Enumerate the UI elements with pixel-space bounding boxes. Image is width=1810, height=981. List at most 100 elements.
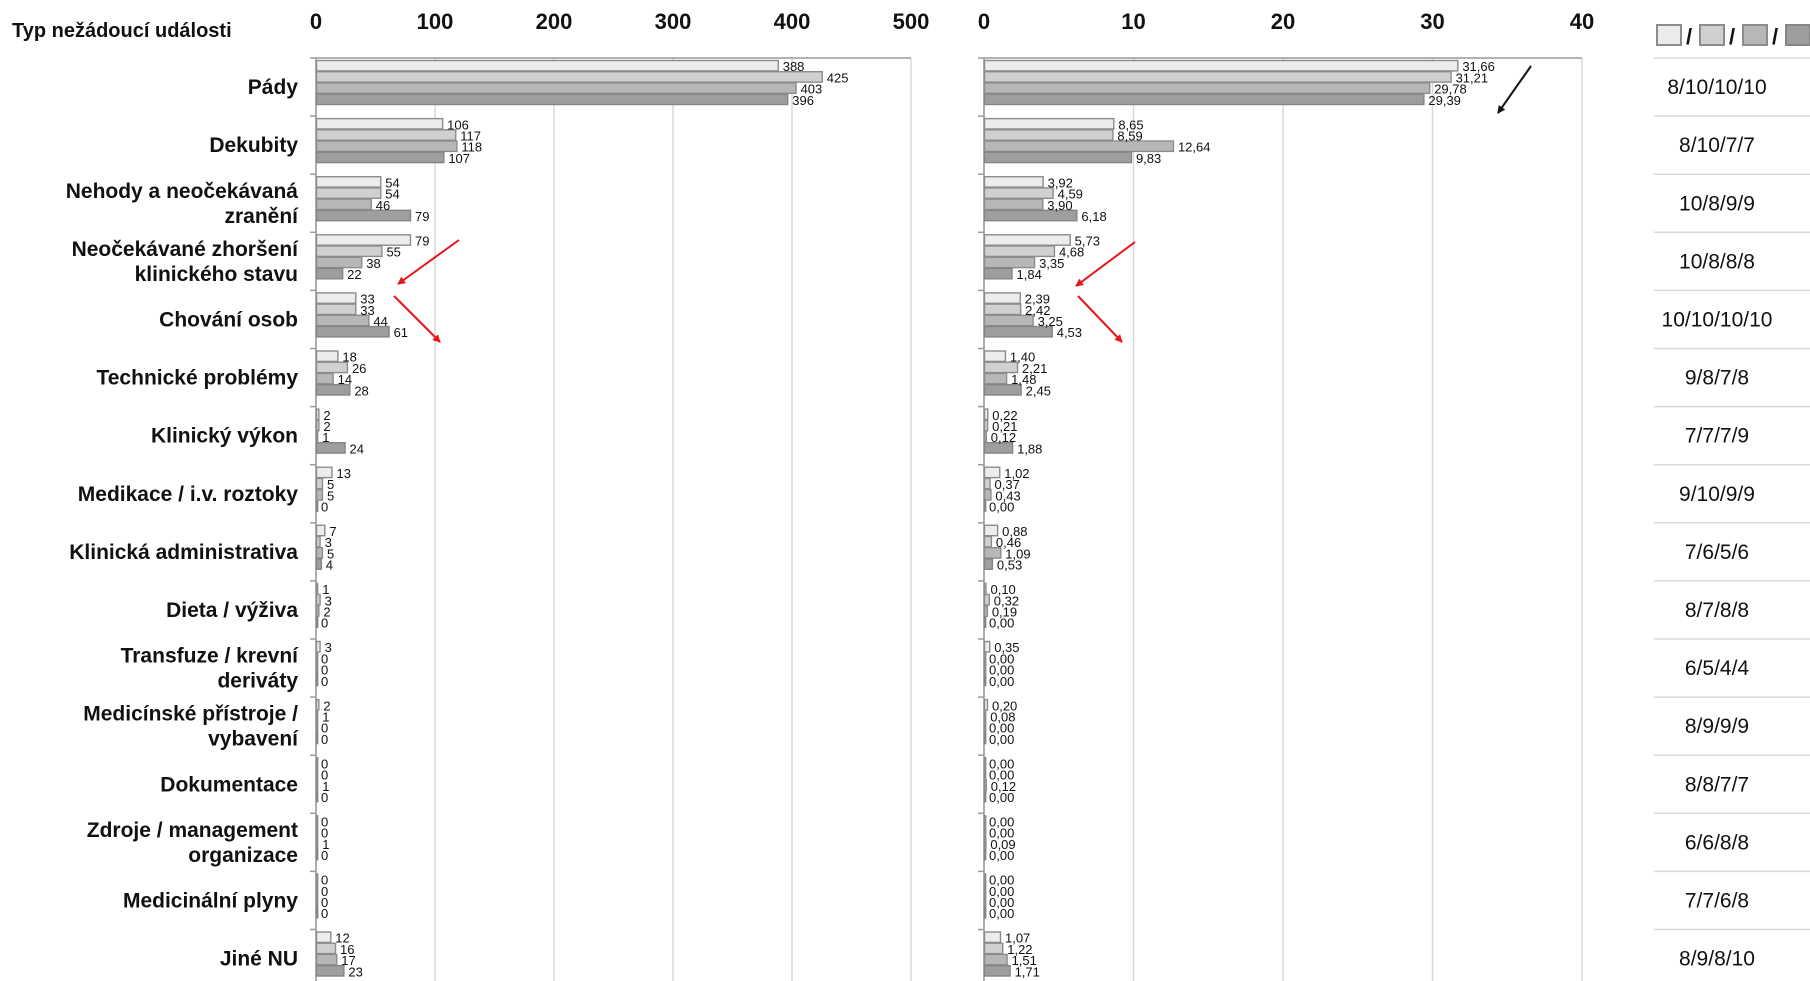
bar-series-2 <box>315 593 321 606</box>
data-label: 0 <box>321 884 328 899</box>
category-label: Medicinální plyny <box>123 889 298 912</box>
bar-series-1 <box>315 931 332 944</box>
bar-series-3 <box>315 895 319 908</box>
bar-series-1 <box>315 640 321 653</box>
bar-series-2 <box>315 419 320 432</box>
data-label: 1 <box>322 779 329 794</box>
legend-swatch-3 <box>1742 24 1768 46</box>
data-label: 5 <box>327 488 334 503</box>
bar-series-3 <box>983 372 1008 385</box>
count-cell: 6/6/8/8 <box>1685 831 1749 854</box>
bar-series-4 <box>983 674 987 687</box>
bar-series-4 <box>315 442 346 454</box>
data-label: 5 <box>327 477 334 492</box>
data-label: 54 <box>385 175 399 190</box>
bar-series-2 <box>315 710 319 722</box>
count-cell: 9/8/7/8 <box>1685 367 1749 390</box>
bar-series-3 <box>983 488 992 501</box>
data-label: 1,48 <box>1011 372 1036 387</box>
data-label: 0,00 <box>989 651 1014 666</box>
data-label: 29,78 <box>1434 82 1467 97</box>
bar-series-1 <box>315 59 779 72</box>
bar-series-2 <box>983 884 987 897</box>
data-label: 2,21 <box>1022 361 1047 376</box>
data-label: 0 <box>321 651 328 666</box>
bar-series-3 <box>315 372 334 385</box>
count-cell: 6/5/4/4 <box>1685 657 1750 680</box>
data-label: 22 <box>347 267 361 282</box>
bar-series-2 <box>983 419 989 432</box>
bar-series-3 <box>315 837 319 850</box>
x-tick-label: 20 <box>1271 9 1295 34</box>
data-label: 14 <box>338 372 352 387</box>
data-label: 1,07 <box>1005 931 1030 946</box>
data-label: 0,43 <box>995 488 1020 503</box>
data-label: 403 <box>801 82 823 97</box>
category-label: Dokumentace <box>160 773 298 796</box>
category-label: klinického stavu <box>135 263 298 286</box>
data-label: 0,00 <box>989 884 1014 899</box>
bar-series-3 <box>983 198 1044 211</box>
category-label: Dekubity <box>209 134 298 157</box>
bar-series-3 <box>315 256 363 269</box>
bar-series-1 <box>983 582 987 595</box>
data-label: 0 <box>321 721 328 736</box>
category-label: Klinický výkon <box>151 425 298 448</box>
data-label: 0,00 <box>989 732 1014 747</box>
count-cell: 9/10/9/9 <box>1679 483 1755 506</box>
bar-series-1 <box>983 175 1044 188</box>
annotation-arrows <box>393 65 1532 343</box>
x-tick-label: 200 <box>536 9 573 34</box>
bar-series-1 <box>983 640 991 653</box>
category-label: Neočekávané zhoršení <box>72 238 300 261</box>
x-tick-label: 40 <box>1570 9 1594 34</box>
legend-separator: / <box>1772 24 1778 49</box>
bar-series-2 <box>983 652 987 664</box>
data-label: 0 <box>321 616 328 631</box>
data-label: 54 <box>385 187 399 202</box>
data-label: 0,00 <box>989 674 1014 689</box>
data-label: 1,02 <box>1004 466 1029 481</box>
count-cell: 8/9/9/9 <box>1685 715 1749 738</box>
data-label: 0,19 <box>992 605 1017 620</box>
bar-series-2 <box>315 826 319 839</box>
bar-series-2 <box>983 187 1054 199</box>
bar-series-4 <box>315 383 351 396</box>
data-label: 4 <box>326 558 333 573</box>
bars <box>315 59 1459 977</box>
bar-series-2 <box>983 303 1022 316</box>
bar-series-4 <box>983 790 987 803</box>
x-tick-label: 500 <box>893 9 930 34</box>
count-cell: 7/7/6/8 <box>1685 889 1749 912</box>
legend-separator: / <box>1686 24 1692 49</box>
data-label: 4,59 <box>1058 187 1083 202</box>
category-label: Chování osob <box>159 308 298 331</box>
bar-series-3 <box>983 663 987 676</box>
x-tick-label: 0 <box>978 9 990 34</box>
data-label: 55 <box>386 245 400 260</box>
bar-series-1 <box>315 524 326 537</box>
data-label: 0 <box>321 732 328 747</box>
data-label: 0,53 <box>997 558 1022 573</box>
data-label: 3 <box>325 640 332 655</box>
bar-series-3 <box>983 430 987 443</box>
bar-series-3 <box>315 953 338 966</box>
bar-series-2 <box>983 768 987 781</box>
data-label: 13 <box>336 466 350 481</box>
bar-series-1 <box>315 815 319 827</box>
bar-series-4 <box>315 325 390 338</box>
data-label: 0 <box>321 756 328 771</box>
data-label: 2 <box>323 419 330 434</box>
category-label: Nehody a neočekávaná <box>66 180 299 203</box>
bar-series-4 <box>315 93 789 106</box>
bar-series-3 <box>315 721 319 734</box>
category-label: Jiné NU <box>220 948 298 971</box>
bar-series-2 <box>983 710 987 722</box>
category-label: vybavení <box>208 728 299 751</box>
data-label: 9,83 <box>1136 151 1161 166</box>
bar-series-4 <box>983 325 1053 338</box>
data-label: 0 <box>321 895 328 910</box>
data-label: 0,10 <box>990 582 1015 597</box>
data-label: 2 <box>323 408 330 423</box>
category-label: Medikace / i.v. roztoky <box>78 483 299 506</box>
